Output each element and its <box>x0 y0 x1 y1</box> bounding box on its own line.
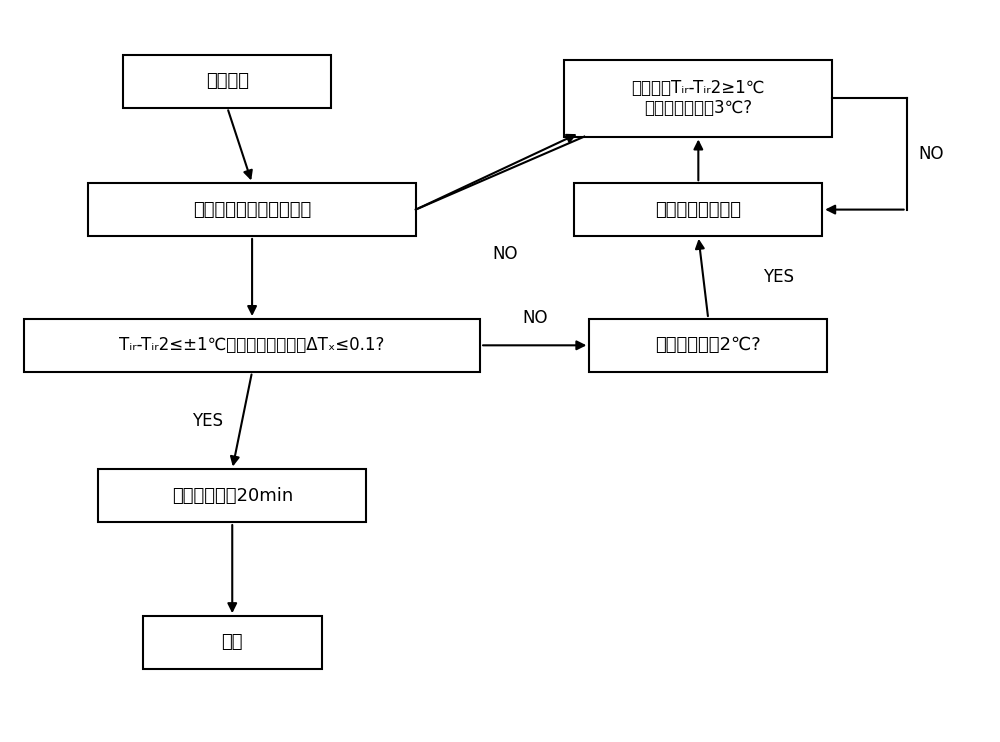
FancyBboxPatch shape <box>143 616 322 669</box>
Text: YES: YES <box>763 269 794 286</box>
Text: 退出: 退出 <box>222 634 243 651</box>
FancyBboxPatch shape <box>589 319 827 372</box>
FancyBboxPatch shape <box>24 319 480 372</box>
Text: 除湿上区变参数制冷模式: 除湿上区变参数制冷模式 <box>193 200 311 219</box>
Text: NO: NO <box>918 145 944 162</box>
Text: 除湿上区制热模式: 除湿上区制热模式 <box>655 200 741 219</box>
Text: NO: NO <box>492 245 518 263</box>
Text: NO: NO <box>522 309 547 327</box>
Text: Tᵢᵣ-Tᵢᵣ2≤±1℃且内盘温度变化率ΔTₓ≤0.1?: Tᵢᵣ-Tᵢᵣ2≤±1℃且内盘温度变化率ΔTₓ≤0.1? <box>119 336 385 355</box>
Text: 室内温度下降2℃?: 室内温度下降2℃? <box>655 336 761 355</box>
Text: YES: YES <box>192 412 223 430</box>
Text: 除湿上区: 除湿上区 <box>206 72 249 91</box>
FancyBboxPatch shape <box>88 183 416 236</box>
Text: 舒适送风模式20min: 舒适送风模式20min <box>172 487 293 505</box>
FancyBboxPatch shape <box>564 59 832 137</box>
FancyBboxPatch shape <box>123 55 331 108</box>
FancyBboxPatch shape <box>98 469 366 522</box>
FancyBboxPatch shape <box>574 183 822 236</box>
Text: 室内温度Tᵢᵣ-Tᵢᵣ2≥1℃
或室内温度上兰3℃?: 室内温度Tᵢᵣ-Tᵢᵣ2≥1℃ 或室内温度上兰3℃? <box>632 79 765 117</box>
